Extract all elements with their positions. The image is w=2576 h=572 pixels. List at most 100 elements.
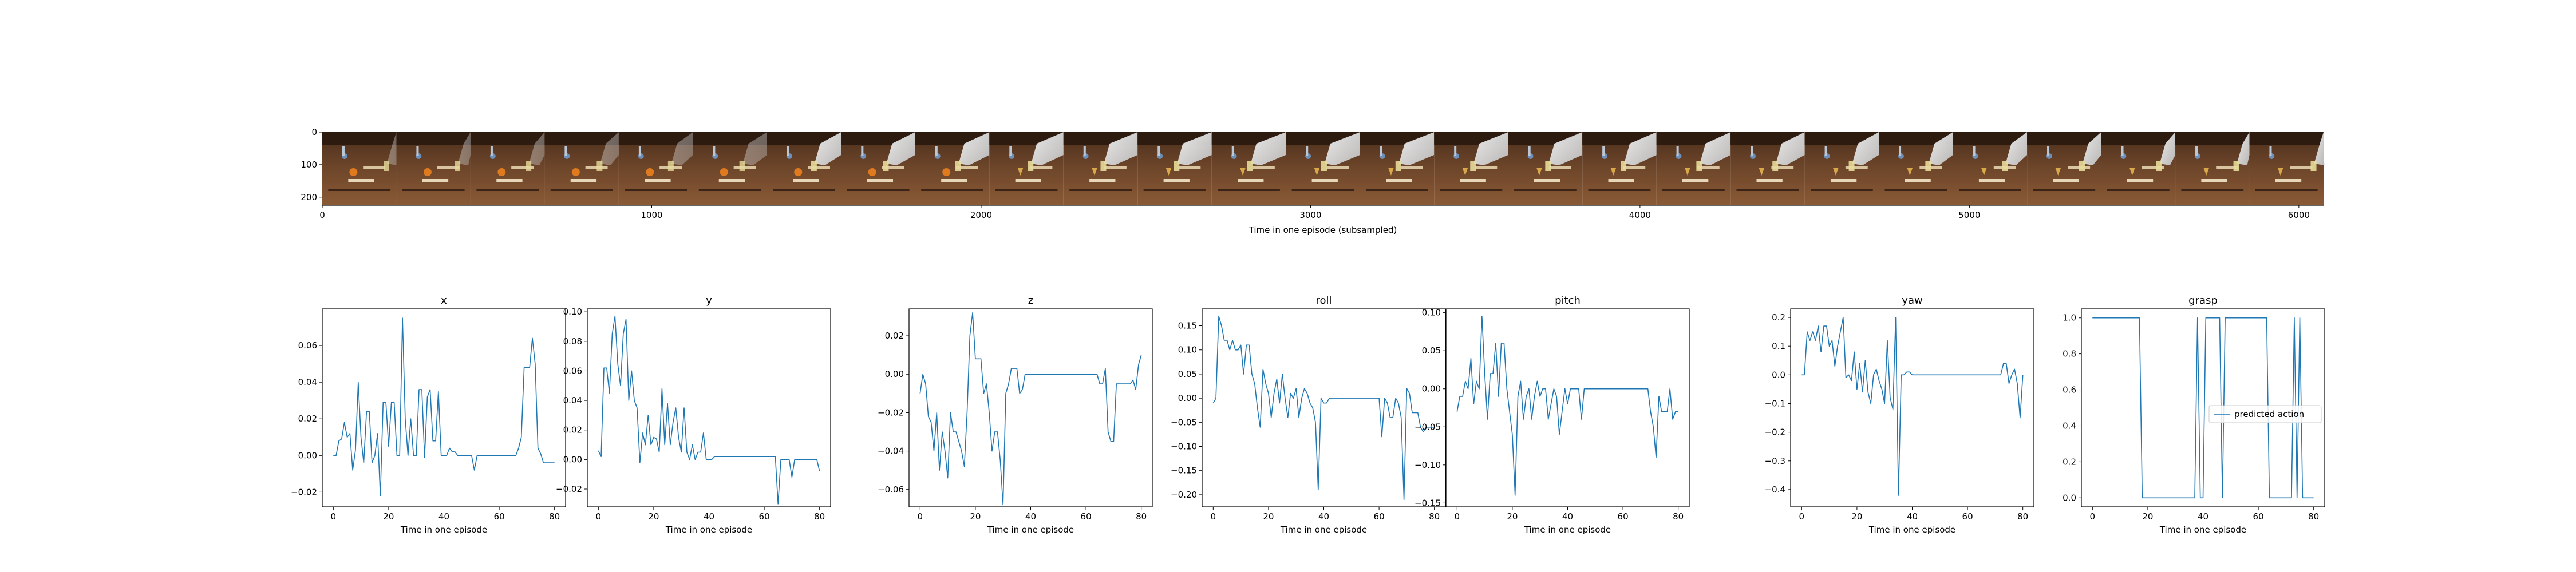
- strip-y-tick-label: 200: [301, 192, 317, 202]
- x-axis-label: Time in one episode: [2159, 525, 2246, 535]
- strip-frame-21: [1879, 132, 1953, 205]
- x-tick-label: 40: [1025, 511, 1036, 522]
- subplot-title: grasp: [2188, 295, 2218, 307]
- y-tick-label: 0.8: [2063, 349, 2076, 359]
- strip-x-tick-label: 0: [319, 210, 325, 220]
- x-tick-label: 60: [1081, 511, 1092, 522]
- y-tick-label: 0.10: [1422, 308, 1441, 318]
- y-tick-label: 1.0: [2063, 313, 2076, 323]
- y-tick-label: 0.08: [563, 336, 582, 347]
- plot-frame: [1790, 308, 2034, 507]
- series-line: [333, 317, 555, 496]
- x-tick-label: 40: [2198, 511, 2208, 522]
- strip-frame-26: [2249, 132, 2325, 205]
- x-tick-label: 80: [549, 511, 560, 522]
- subplot-3: roll 0 20 40 60 80 −0.20 −0.15 −0.10 −0.05 0.00 0.0…: [1171, 295, 1446, 535]
- strip-frame-25: [2175, 132, 2250, 205]
- strip-frame-11: [1137, 132, 1212, 205]
- y-tick-label: −0.02: [291, 487, 317, 497]
- subplot-title: pitch: [1555, 295, 1581, 307]
- x-tick-label: 60: [494, 511, 505, 522]
- subplot-title: y: [706, 295, 712, 307]
- x-tick-label: 20: [648, 511, 659, 522]
- y-tick-label: −0.20: [1171, 490, 1197, 500]
- series-line: [919, 312, 1142, 506]
- y-tick-label: −0.3: [1765, 456, 1785, 466]
- subplot-4: pitch 0 20 40 60 80 −0.15 −0.10 −0.05 0.00 0.05 0.1…: [1415, 295, 1690, 535]
- y-tick-label: 0.00: [1422, 384, 1441, 394]
- x-tick-label: 0: [331, 511, 337, 522]
- y-tick-label: 0.2: [2063, 456, 2076, 467]
- subplot-2: z 0 20 40 60 80 −0.06 −0.04 −0.02 0.00 0.02 Time in…: [878, 295, 1153, 535]
- x-tick-label: 40: [438, 511, 449, 522]
- series-line: [598, 316, 820, 505]
- strip-frame-16: [1508, 132, 1583, 205]
- strip-frame-8: [915, 132, 990, 205]
- legend: predicted action: [2208, 405, 2322, 423]
- y-tick-label: 0.02: [563, 425, 582, 435]
- x-tick-label: 20: [1263, 511, 1274, 522]
- series-line: [2092, 317, 2314, 499]
- strip-frame-3: [544, 132, 619, 205]
- x-tick-label: 80: [2308, 511, 2319, 522]
- y-tick-label: −0.15: [1171, 466, 1197, 476]
- y-tick-label: 0.1: [1772, 341, 1785, 351]
- y-tick-label: 0.02: [298, 414, 317, 424]
- strip-frame-12: [1211, 132, 1286, 205]
- subplot-6: grasp 0 20 40 60 80 0.0 0.2 0.4 0.6 0.8 1.0 Time in …: [2063, 295, 2325, 535]
- x-tick-label: 60: [1618, 511, 1629, 522]
- y-tick-label: 0.04: [298, 377, 317, 387]
- strip-x-tick-label: 3000: [1299, 210, 1321, 220]
- x-tick-label: 20: [1507, 511, 1518, 522]
- y-tick-label: 0.6: [2063, 385, 2076, 395]
- x-tick-label: 40: [1907, 511, 1918, 522]
- y-tick-label: 0.0: [1772, 370, 1785, 380]
- x-tick-label: 40: [1562, 511, 1573, 522]
- y-tick-label: −0.10: [1171, 442, 1197, 452]
- subplot-1: y 0 20 40 60 80 −0.02 0.00 0.02 0.04 0.06 0.08 0.10 T…: [556, 295, 831, 535]
- y-tick-label: 0.02: [885, 331, 904, 341]
- y-tick-label: −0.04: [878, 446, 904, 456]
- strip-frame-23: [2027, 132, 2101, 205]
- x-tick-label: 0: [2090, 511, 2096, 522]
- strip-x-tick-label: 5000: [1958, 210, 1980, 220]
- plot-frame: [587, 308, 831, 507]
- x-tick-label: 0: [1455, 511, 1460, 522]
- y-tick-label: −0.10: [1415, 460, 1441, 470]
- y-tick-label: −0.2: [1765, 427, 1785, 438]
- y-tick-label: 0.10: [1178, 345, 1197, 355]
- y-tick-label: 0.4: [2063, 420, 2076, 431]
- y-tick-label: 0.00: [563, 454, 582, 464]
- subplot-title: z: [1028, 295, 1033, 307]
- strip-frame-19: [1730, 132, 1805, 205]
- y-tick-label: 0.0: [2063, 492, 2076, 503]
- plot-frame: [1202, 308, 1446, 507]
- y-tick-label: −0.02: [556, 484, 582, 494]
- strip-y-tick-label: 0: [311, 127, 317, 137]
- x-tick-label: 60: [2253, 511, 2264, 522]
- x-tick-label: 0: [596, 511, 602, 522]
- x-tick-label: 20: [2142, 511, 2153, 522]
- strip-x-tick-label: 2000: [970, 210, 992, 220]
- strip-frame-5: [693, 132, 767, 205]
- x-axis-label: Time in one episode: [1280, 525, 1367, 535]
- x-tick-label: 0: [1799, 511, 1805, 522]
- strip-x-tick-label: 4000: [1629, 210, 1651, 220]
- x-axis-label: Time in one episode: [665, 525, 752, 535]
- series-line: [1212, 315, 1435, 500]
- subplot-title: x: [441, 295, 447, 307]
- x-tick-label: 60: [1374, 511, 1385, 522]
- strip-frame-6: [767, 132, 841, 205]
- x-tick-label: 40: [704, 511, 714, 522]
- plot-frame: [322, 308, 566, 507]
- x-tick-label: 80: [1429, 511, 1440, 522]
- strip-x-tick-label: 6000: [2288, 210, 2310, 220]
- y-tick-label: 0.00: [885, 369, 904, 379]
- subplot-title: roll: [1315, 295, 1332, 307]
- y-tick-label: 0.04: [563, 395, 582, 406]
- strip-x-axis-label: Time in one episode (subsampled): [1249, 225, 1397, 235]
- plot-frame: [2081, 308, 2325, 507]
- strip-frame-18: [1656, 132, 1731, 205]
- y-tick-label: −0.02: [878, 407, 904, 418]
